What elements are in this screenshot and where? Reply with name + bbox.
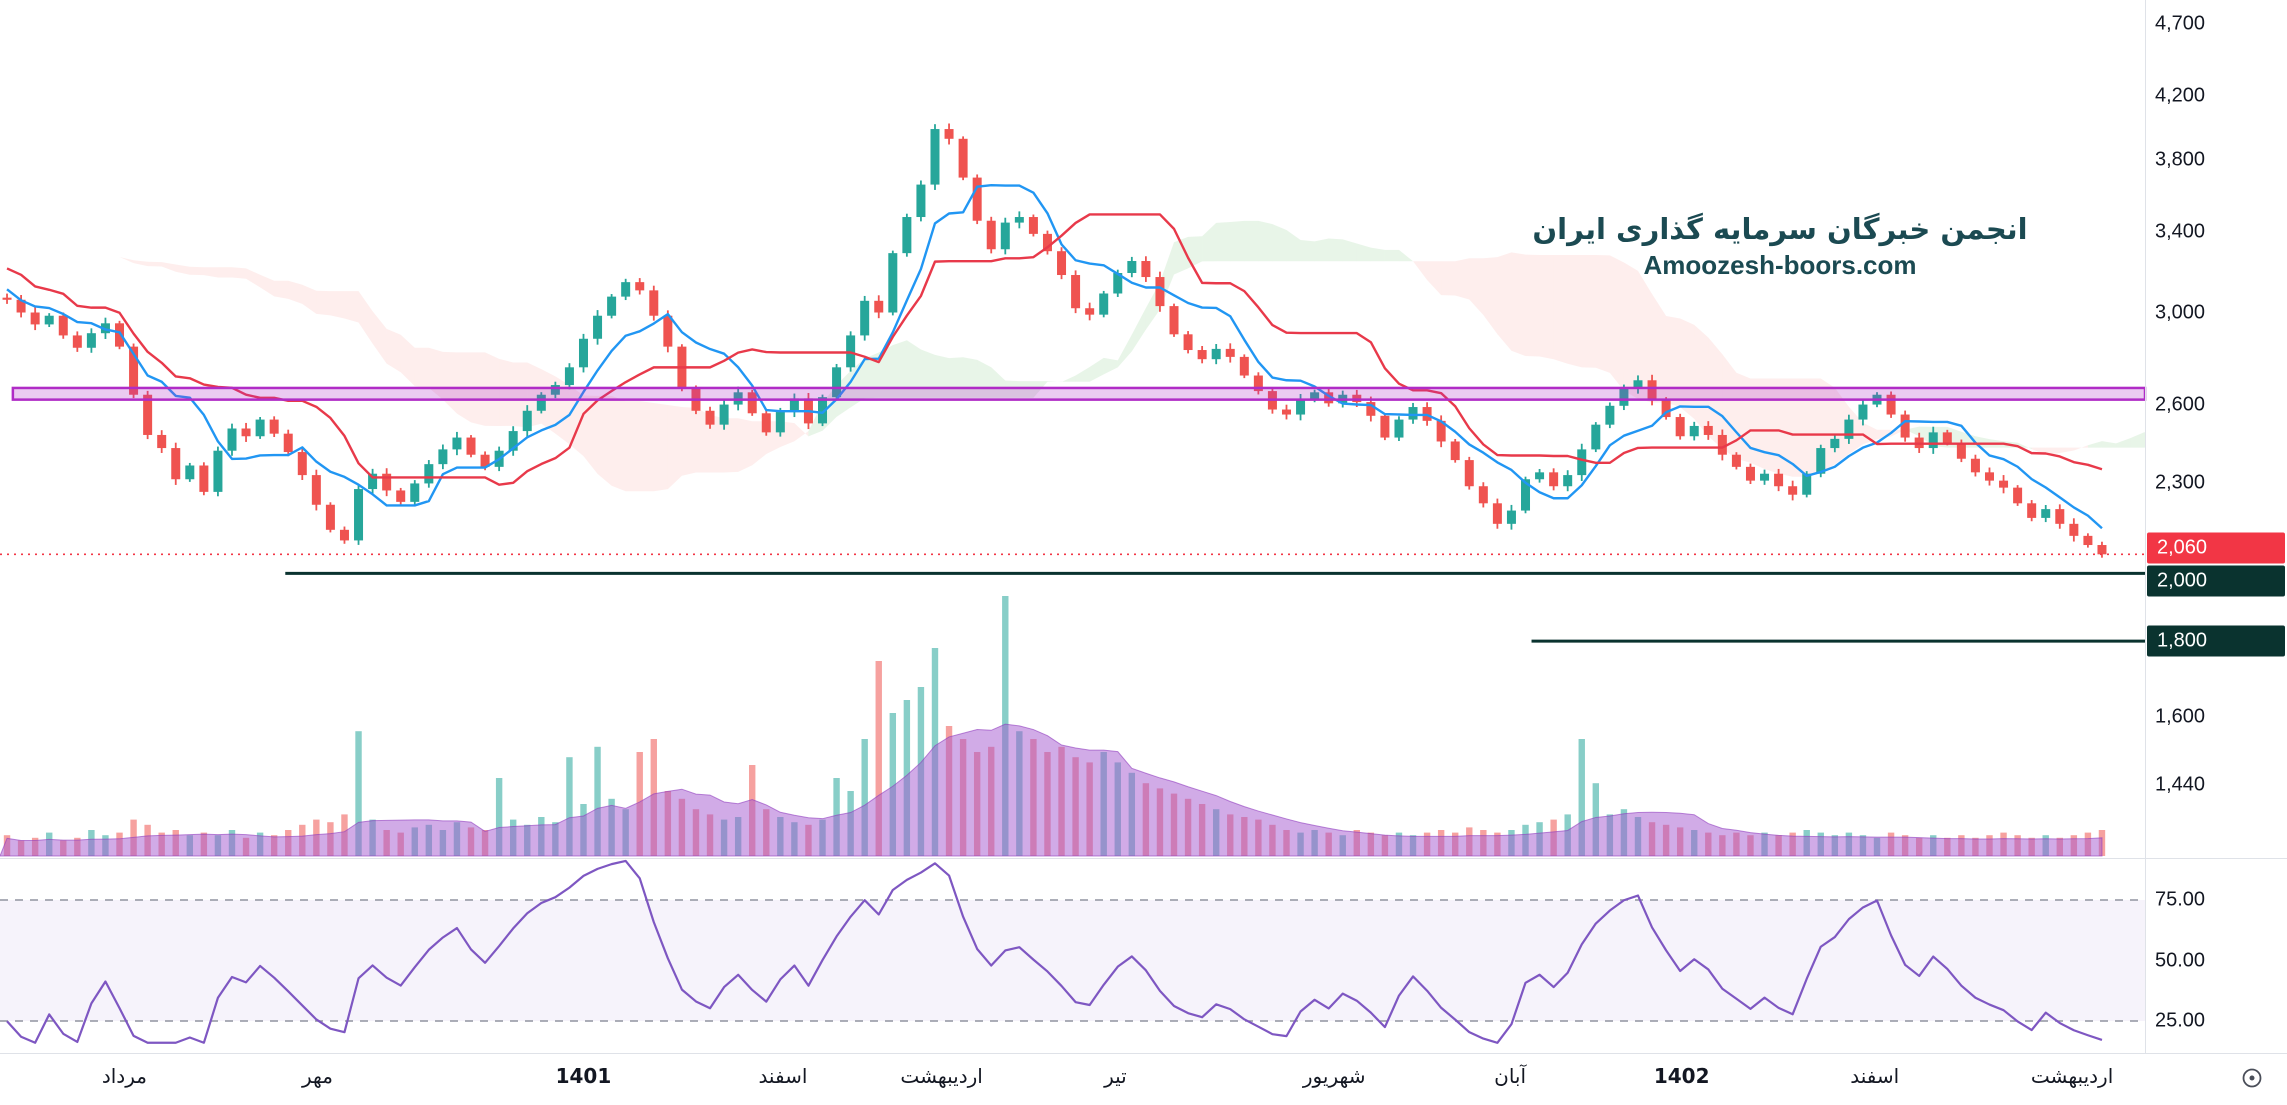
time-tick-label: اردیبهشت xyxy=(2030,1064,2114,1088)
price-tick-label: 4,200 xyxy=(2155,84,2206,107)
kijun-line xyxy=(6,213,2103,486)
volume-histogram xyxy=(0,596,2106,857)
price-axis[interactable]: 4,700 4,200 3,800 3,400 3,000 2,600 2,300 1,600… xyxy=(2145,0,2287,1105)
rsi-tick-label: 50.00 xyxy=(2155,949,2206,971)
time-tick-label: مهر xyxy=(301,1064,333,1088)
price-tick-label: 3,400 xyxy=(2155,220,2206,243)
price-tick-label: 1,440 xyxy=(2155,773,2206,796)
time-axis[interactable]: مرداد مهر 1401 اسفند اردیبهشت تیر شهریور آبان 14… xyxy=(0,1053,2287,1105)
price-badge: 2,060 xyxy=(2147,532,2285,564)
rsi-pane xyxy=(0,899,2145,1022)
price-tick-label: 3,000 xyxy=(2155,301,2206,323)
rsi-tick-label: 25.00 xyxy=(2155,1009,2206,1032)
time-tick-label: تیر xyxy=(1104,1064,1127,1088)
time-tick-label: اسفند xyxy=(1850,1064,1900,1088)
time-tick-label: مرداد xyxy=(101,1064,147,1088)
ichimoku-cloud xyxy=(7,220,2145,492)
tenkan-line xyxy=(6,183,2103,530)
time-tick-label: اردیبهشت xyxy=(900,1064,983,1088)
volume-ma-area xyxy=(0,723,2103,857)
price-tick-label: 3,800 xyxy=(2155,148,2206,171)
time-tick-label: شهریور xyxy=(1302,1064,1366,1088)
price-tick-label: 1,600 xyxy=(2155,705,2206,728)
time-tick-label: اسفند xyxy=(758,1064,808,1088)
price-badge: 2,000 xyxy=(2147,565,2285,597)
target-icon xyxy=(2242,1068,2262,1088)
rsi-tick-label: 75.00 xyxy=(2155,888,2206,911)
resistance-band xyxy=(11,386,2147,401)
axis-settings-button[interactable] xyxy=(2238,1064,2266,1092)
price-tick-label: 2,600 xyxy=(2155,393,2206,416)
price-tick-label: 2,300 xyxy=(2155,471,2206,494)
candles xyxy=(2,123,2107,558)
price-tick-label: 4,700 xyxy=(2155,12,2206,35)
time-tick-label: 1402 xyxy=(1653,1064,1710,1088)
rsi-line xyxy=(6,859,2103,1044)
time-tick-label: 1401 xyxy=(555,1064,612,1088)
time-tick-label: آبان xyxy=(1494,1064,1527,1088)
price-badge: 1,800 xyxy=(2147,625,2285,657)
